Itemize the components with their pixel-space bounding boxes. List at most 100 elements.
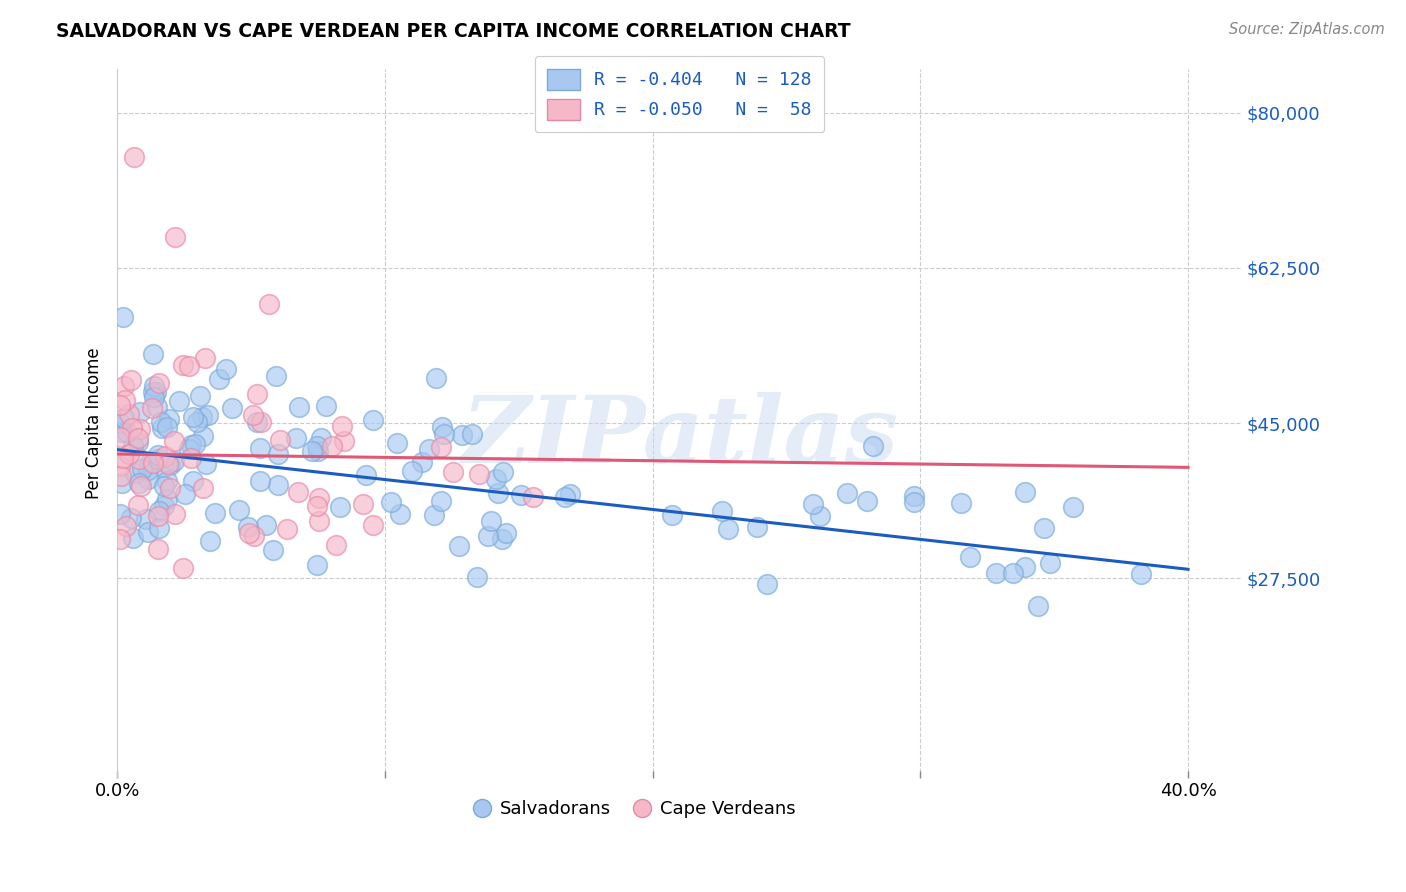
Point (159, 458, 181, 472)
Point (461, 426, 484, 441)
Point (181, 410, 204, 425)
Point (121, 421, 143, 435)
Point (173, 487, 195, 501)
Text: ZIPatlas: ZIPatlas (461, 392, 898, 483)
Point (305, 558, 328, 572)
Point (149, 415, 172, 429)
Point (197, 408, 219, 422)
Point (118, 447, 141, 461)
Point (207, 372, 229, 386)
Point (717, 522, 740, 536)
Point (329, 500, 352, 514)
Text: Source: ZipAtlas.com: Source: ZipAtlas.com (1229, 22, 1385, 37)
Point (198, 534, 221, 549)
Point (354, 467, 377, 482)
Point (146, 401, 169, 415)
Point (959, 549, 981, 564)
Point (249, 474, 271, 488)
Point (1014, 559, 1036, 574)
Point (122, 439, 145, 453)
Point (451, 428, 474, 442)
Point (111, 450, 134, 465)
Point (112, 379, 135, 393)
Point (188, 389, 211, 403)
Point (267, 478, 290, 492)
Point (129, 405, 152, 419)
Point (661, 508, 683, 523)
Point (479, 515, 502, 529)
Point (117, 407, 139, 421)
Point (307, 499, 329, 513)
Point (167, 394, 190, 409)
Point (156, 457, 179, 471)
Point (194, 351, 217, 365)
Point (228, 503, 250, 517)
Point (128, 476, 150, 491)
Point (249, 442, 271, 456)
Point (449, 539, 471, 553)
Point (156, 474, 179, 488)
Point (148, 376, 170, 391)
Point (429, 494, 451, 508)
Point (142, 347, 165, 361)
Y-axis label: Per Capita Income: Per Capita Income (86, 347, 103, 499)
Point (984, 566, 1007, 581)
Point (110, 469, 132, 483)
Point (903, 495, 925, 509)
Point (433, 426, 456, 441)
Point (122, 150, 145, 164)
Point (801, 497, 824, 511)
Point (114, 392, 136, 407)
Point (150, 421, 173, 435)
Point (903, 489, 925, 503)
Point (172, 561, 194, 575)
Point (108, 429, 131, 443)
Point (156, 419, 179, 434)
Point (246, 387, 269, 401)
Point (307, 439, 329, 453)
Point (808, 508, 831, 523)
Point (131, 462, 153, 476)
Point (401, 464, 423, 478)
Point (465, 570, 488, 584)
Point (108, 397, 131, 411)
Point (259, 297, 281, 311)
Point (159, 481, 181, 495)
Point (308, 514, 330, 528)
Point (163, 507, 186, 521)
Point (361, 413, 384, 427)
Point (127, 431, 149, 445)
Point (162, 434, 184, 449)
Point (156, 492, 179, 507)
Point (204, 506, 226, 520)
Point (136, 463, 159, 477)
Point (288, 400, 311, 414)
Point (243, 529, 266, 543)
Point (1130, 566, 1153, 581)
Point (221, 401, 243, 415)
Point (141, 401, 163, 415)
Point (177, 442, 200, 456)
Point (711, 504, 734, 518)
Point (267, 446, 290, 460)
Point (307, 443, 329, 458)
Point (163, 454, 186, 468)
Point (153, 450, 176, 464)
Point (756, 576, 779, 591)
Point (477, 528, 499, 542)
Point (441, 466, 464, 480)
Point (250, 416, 273, 430)
Point (115, 425, 138, 439)
Point (180, 438, 202, 452)
Point (949, 496, 972, 510)
Point (163, 230, 186, 244)
Legend: Salvadorans, Cape Verdeans: Salvadorans, Cape Verdeans (465, 793, 803, 825)
Point (153, 479, 176, 493)
Point (145, 384, 167, 399)
Point (195, 457, 218, 471)
Point (143, 391, 166, 405)
Point (492, 465, 515, 479)
Point (120, 373, 142, 387)
Point (321, 439, 343, 453)
Point (111, 310, 134, 324)
